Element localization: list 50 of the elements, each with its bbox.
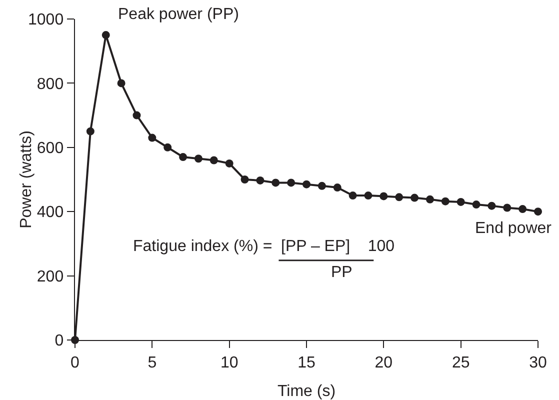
point [410,194,419,202]
point [380,192,388,200]
point [333,184,342,192]
annotation: End power [475,220,552,237]
annotation: Peak power (PP) [118,6,239,23]
annotation: PP [331,264,352,281]
x-tick-label: 0 [70,354,80,372]
point [256,176,264,184]
x-tick-label: 30 [529,354,547,372]
point [164,143,172,152]
y-tick-label: 600 [36,140,64,157]
x-tick-label: 20 [374,354,393,372]
y-tick-label: 1000 [28,12,64,29]
point [456,198,465,206]
point [488,202,496,210]
annotation: [PP – EP] 100 [281,238,395,255]
annotation: Fatigue index (%) = [133,238,272,255]
y-tick-label: 0 [54,332,64,350]
x-tick-label: 10 [220,354,238,372]
point [426,195,434,204]
y-tick-label: 800 [36,76,64,93]
y-tick-label: 400 [36,204,64,222]
point [534,208,542,216]
point [395,193,404,202]
point [441,197,450,206]
point [518,205,527,214]
y-tick-label: 200 [36,268,64,286]
point [102,31,110,40]
point [132,111,141,120]
point [287,178,296,187]
point [179,153,188,162]
point [148,134,156,142]
point [194,154,202,163]
point [240,176,249,184]
point [272,178,280,187]
point [364,192,372,200]
point [348,192,357,200]
point [503,204,512,212]
point [117,79,126,88]
point [472,200,480,209]
x-tick-label: 5 [148,354,157,372]
point [302,180,310,188]
x-tick-label: 25 [452,354,470,372]
y-axis-title: Power (watts) [18,130,35,228]
x-tick-label: 15 [298,354,316,372]
point [86,127,94,136]
point [318,182,326,190]
x-axis-title: Time (s) [277,383,336,400]
point [225,159,234,168]
point [210,156,218,164]
